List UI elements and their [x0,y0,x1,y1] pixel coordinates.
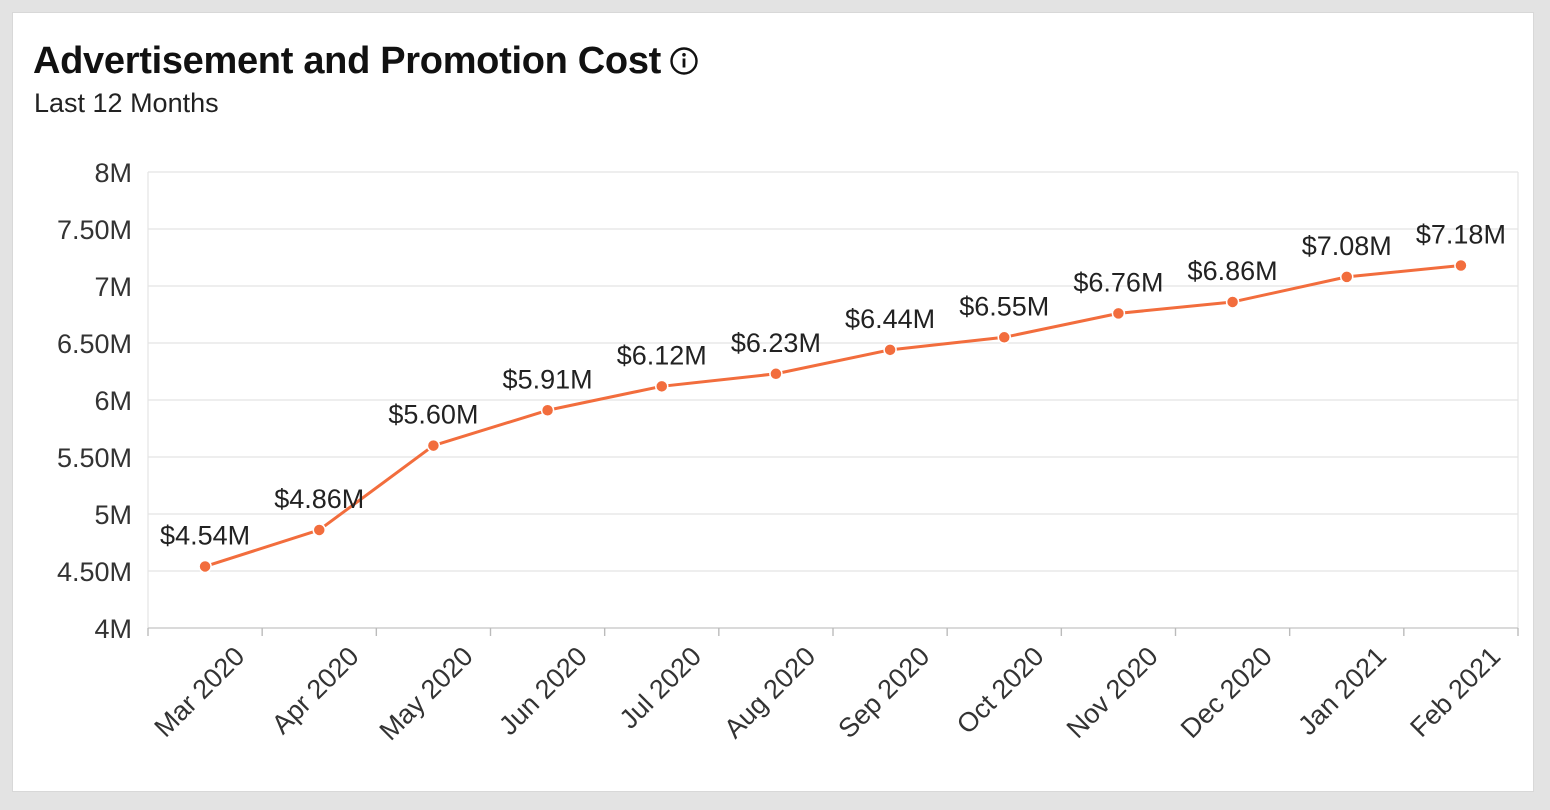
y-tick-label: 5.50M [57,443,132,473]
x-tick-label: Sep 2020 [832,641,935,744]
data-label: $4.86M [274,484,364,514]
data-label: $6.12M [617,340,707,370]
data-label: $5.91M [503,364,593,394]
data-point[interactable] [1340,270,1354,284]
x-tick-label: Jun 2020 [493,641,593,741]
x-tick-label: Apr 2020 [266,641,365,740]
data-label: $6.55M [959,291,1049,321]
data-label: $7.18M [1416,219,1506,249]
y-axis: 4M 4.50M 5M 5.50M 6M 6.50M 7M 7.50M 8M [57,158,132,644]
data-label: $6.86M [1188,256,1278,286]
x-axis: Mar 2020 Apr 2020 May 2020 Jun 2020 Jul 2020… [147,627,1519,746]
y-tick-label: 5M [94,500,132,530]
y-tick-label: 8M [94,158,132,188]
x-tick-label: Feb 2021 [1404,641,1506,743]
y-tick-label: 7.50M [57,215,132,245]
y-tick-label: 4.50M [57,557,132,587]
data-label: $6.76M [1073,267,1163,297]
data-point[interactable] [997,330,1011,345]
data-point[interactable] [312,523,326,537]
data-point[interactable] [883,343,897,357]
x-tick-label: Jan 2021 [1292,641,1392,741]
data-label: $4.54M [160,520,250,550]
data-label: $5.60M [388,400,478,430]
data-point[interactable] [655,379,669,394]
x-tick-label: Nov 2020 [1061,641,1164,744]
data-labels: $4.54M $4.86M $5.60M $5.91M $6.12M $6.23M $6.4… [160,219,1506,550]
data-point[interactable] [198,559,212,574]
series-line [204,263,1462,568]
x-tick-label: Jul 2020 [614,641,707,734]
data-point[interactable] [769,367,783,381]
y-tick-label: 7M [94,272,132,302]
chart-title: Advertisement and Promotion Cost [33,40,662,82]
y-tick-label: 4M [94,614,132,644]
x-tick-label: Oct 2020 [951,641,1050,740]
data-point[interactable] [1111,306,1126,321]
title-row: Advertisement and Promotion Cost [33,39,699,83]
info-circle-icon[interactable] [669,46,699,76]
data-point[interactable] [1225,295,1240,309]
series-cost [198,258,1468,574]
data-label: $7.08M [1302,231,1392,261]
y-tick-label: 6.50M [57,329,132,359]
data-label: $6.44M [845,304,935,334]
data-point[interactable] [426,438,441,453]
x-tick-label: May 2020 [374,641,479,746]
x-tick-label: Mar 2020 [149,641,251,743]
x-tick-label: Aug 2020 [718,641,821,744]
data-point[interactable] [540,403,555,418]
chart-subtitle: Last 12 Months [34,88,219,118]
chart-card: Advertisement and Promotion Cost Last 12… [12,12,1534,792]
data-point[interactable] [1454,258,1468,273]
y-tick-label: 6M [94,386,132,416]
x-tick-label: Dec 2020 [1175,641,1278,744]
data-label: $6.23M [731,328,821,358]
